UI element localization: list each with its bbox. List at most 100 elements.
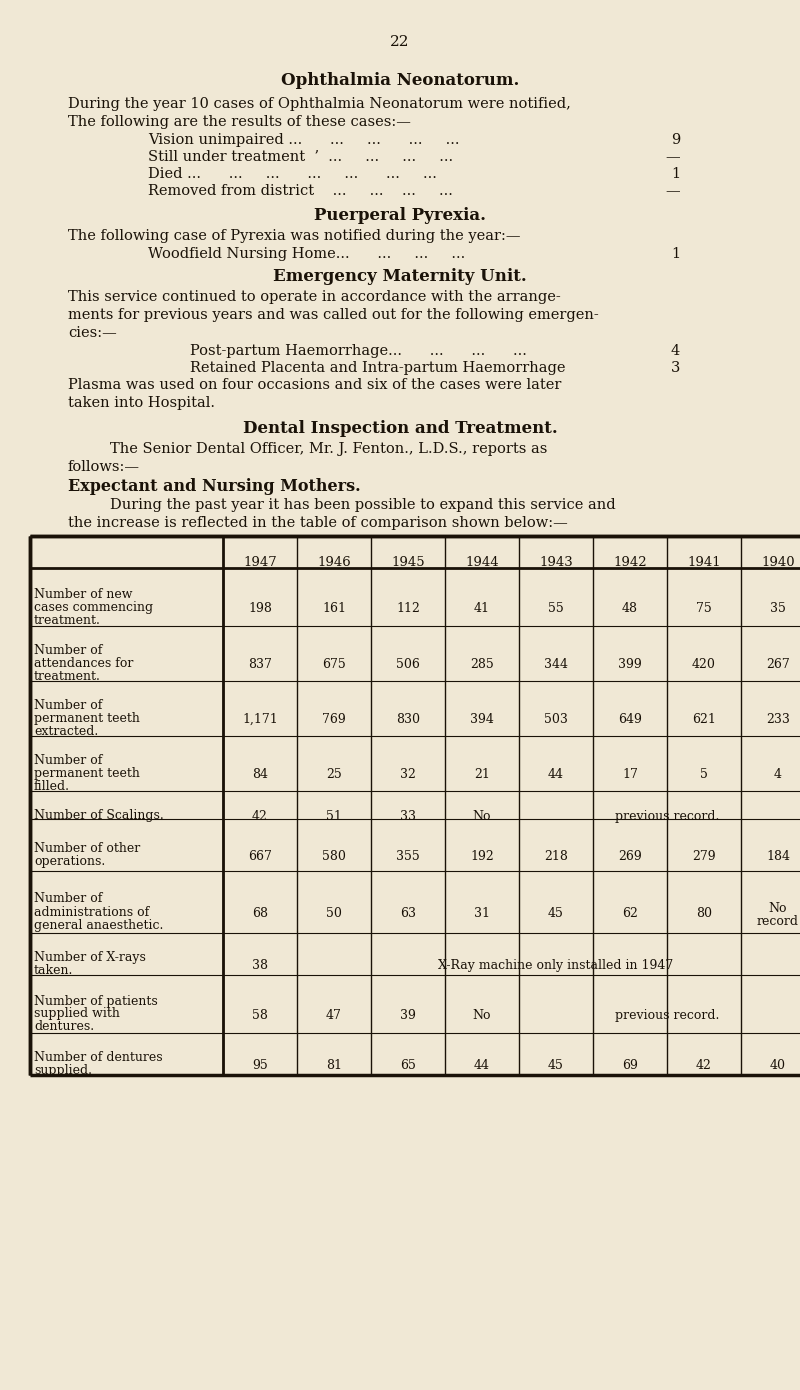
Text: Number of new: Number of new bbox=[34, 588, 133, 600]
Text: 44: 44 bbox=[548, 769, 564, 781]
Text: 1945: 1945 bbox=[391, 556, 425, 569]
Text: Retained Placenta and Intra-partum Haemorrhage: Retained Placenta and Intra-partum Haemo… bbox=[190, 361, 566, 375]
Text: 344: 344 bbox=[544, 657, 568, 671]
Text: 837: 837 bbox=[248, 657, 272, 671]
Text: 1941: 1941 bbox=[687, 556, 721, 569]
Text: The following are the results of these cases:—: The following are the results of these c… bbox=[68, 115, 411, 129]
Text: 1947: 1947 bbox=[243, 556, 277, 569]
Text: Number of: Number of bbox=[34, 644, 102, 657]
Text: 1,171: 1,171 bbox=[242, 713, 278, 726]
Text: 1: 1 bbox=[671, 167, 680, 181]
Text: 40: 40 bbox=[770, 1059, 786, 1072]
Text: 21: 21 bbox=[474, 769, 490, 781]
Text: 44: 44 bbox=[474, 1059, 490, 1072]
Text: 63: 63 bbox=[400, 908, 416, 920]
Text: Number of patients: Number of patients bbox=[34, 994, 158, 1008]
Text: The following case of Pyrexia was notified during the year:—: The following case of Pyrexia was notifi… bbox=[68, 229, 521, 243]
Text: 269: 269 bbox=[618, 851, 642, 863]
Text: 1942: 1942 bbox=[613, 556, 647, 569]
Text: Woodfield Nursing Home...      ...     ...     ...: Woodfield Nursing Home... ... ... ... bbox=[148, 247, 466, 261]
Text: Number of: Number of bbox=[34, 892, 102, 905]
Text: general anaesthetic.: general anaesthetic. bbox=[34, 919, 163, 931]
Text: permanent teeth: permanent teeth bbox=[34, 712, 140, 726]
Text: 503: 503 bbox=[544, 713, 568, 726]
Text: 68: 68 bbox=[252, 908, 268, 920]
Text: treatment.: treatment. bbox=[34, 613, 101, 627]
Text: 50: 50 bbox=[326, 908, 342, 920]
Text: 218: 218 bbox=[544, 851, 568, 863]
Text: attendances for: attendances for bbox=[34, 657, 134, 670]
Text: No: No bbox=[473, 1009, 491, 1022]
Text: 47: 47 bbox=[326, 1009, 342, 1022]
Text: 1940: 1940 bbox=[761, 556, 795, 569]
Text: 621: 621 bbox=[692, 713, 716, 726]
Text: 95: 95 bbox=[252, 1059, 268, 1072]
Text: previous record.: previous record. bbox=[615, 810, 719, 823]
Text: 506: 506 bbox=[396, 657, 420, 671]
Text: 51: 51 bbox=[326, 810, 342, 823]
Text: 31: 31 bbox=[474, 908, 490, 920]
Text: 75: 75 bbox=[696, 602, 712, 614]
Text: treatment.: treatment. bbox=[34, 670, 101, 682]
Text: 42: 42 bbox=[696, 1059, 712, 1072]
Text: Vision unimpaired ...      ...     ...      ...     ...: Vision unimpaired ... ... ... ... ... bbox=[148, 133, 459, 147]
Text: 279: 279 bbox=[692, 851, 716, 863]
Text: Number of other: Number of other bbox=[34, 842, 140, 855]
Text: 420: 420 bbox=[692, 657, 716, 671]
Text: 769: 769 bbox=[322, 713, 346, 726]
Text: 1944: 1944 bbox=[465, 556, 499, 569]
Text: 184: 184 bbox=[766, 851, 790, 863]
Text: 42: 42 bbox=[252, 810, 268, 823]
Text: The Senior Dental Officer, Mr. J. Fenton., L.D.S., reports as: The Senior Dental Officer, Mr. J. Fenton… bbox=[110, 442, 547, 456]
Text: 675: 675 bbox=[322, 657, 346, 671]
Text: 17: 17 bbox=[622, 769, 638, 781]
Text: 830: 830 bbox=[396, 713, 420, 726]
Text: Number of dentures: Number of dentures bbox=[34, 1051, 162, 1063]
Text: 45: 45 bbox=[548, 1059, 564, 1072]
Text: 81: 81 bbox=[326, 1059, 342, 1072]
Text: Dental Inspection and Treatment.: Dental Inspection and Treatment. bbox=[242, 420, 558, 436]
Text: 58: 58 bbox=[252, 1009, 268, 1022]
Text: Died ...      ...     ...      ...     ...      ...     ...: Died ... ... ... ... ... ... ... bbox=[148, 167, 437, 181]
Text: X-Ray machine only installed in 1947: X-Ray machine only installed in 1947 bbox=[438, 959, 674, 972]
Text: 55: 55 bbox=[548, 602, 564, 614]
Text: 84: 84 bbox=[252, 769, 268, 781]
Text: 267: 267 bbox=[766, 657, 790, 671]
Text: supplied.: supplied. bbox=[34, 1063, 92, 1077]
Text: the increase is reflected in the table of comparison shown below:—: the increase is reflected in the table o… bbox=[68, 516, 568, 530]
Text: 161: 161 bbox=[322, 602, 346, 614]
Text: 192: 192 bbox=[470, 851, 494, 863]
Text: 33: 33 bbox=[400, 810, 416, 823]
Text: This service continued to operate in accordance with the arrange-: This service continued to operate in acc… bbox=[68, 291, 561, 304]
Text: Emergency Maternity Unit.: Emergency Maternity Unit. bbox=[273, 268, 527, 285]
Text: 112: 112 bbox=[396, 602, 420, 614]
Text: —: — bbox=[666, 150, 680, 164]
Text: 1943: 1943 bbox=[539, 556, 573, 569]
Text: Expectant and Nursing Mothers.: Expectant and Nursing Mothers. bbox=[68, 478, 361, 495]
Text: operations.: operations. bbox=[34, 855, 106, 867]
Text: dentures.: dentures. bbox=[34, 1020, 94, 1034]
Text: 62: 62 bbox=[622, 908, 638, 920]
Text: 649: 649 bbox=[618, 713, 642, 726]
Text: —: — bbox=[666, 183, 680, 197]
Text: extracted.: extracted. bbox=[34, 726, 98, 738]
Text: taken into Hospital.: taken into Hospital. bbox=[68, 396, 215, 410]
Text: filled.: filled. bbox=[34, 780, 70, 794]
Text: 285: 285 bbox=[470, 657, 494, 671]
Text: Ophthalmia Neonatorum.: Ophthalmia Neonatorum. bbox=[281, 72, 519, 89]
Text: cases commencing: cases commencing bbox=[34, 600, 153, 613]
Text: Number of: Number of bbox=[34, 699, 102, 712]
Text: No: No bbox=[473, 810, 491, 823]
Text: Number of Scalings.: Number of Scalings. bbox=[34, 809, 164, 821]
Text: Number of: Number of bbox=[34, 753, 102, 767]
Text: permanent teeth: permanent teeth bbox=[34, 767, 140, 780]
Text: 9: 9 bbox=[670, 133, 680, 147]
Text: follows:—: follows:— bbox=[68, 460, 140, 474]
Text: 394: 394 bbox=[470, 713, 494, 726]
Text: record: record bbox=[757, 915, 799, 929]
Text: 45: 45 bbox=[548, 908, 564, 920]
Text: ments for previous years and was called out for the following emergen-: ments for previous years and was called … bbox=[68, 309, 598, 322]
Text: During the year 10 cases of Ophthalmia Neonatorum were notified,: During the year 10 cases of Ophthalmia N… bbox=[68, 97, 571, 111]
Text: administrations of: administrations of bbox=[34, 905, 150, 919]
Text: 35: 35 bbox=[770, 602, 786, 614]
